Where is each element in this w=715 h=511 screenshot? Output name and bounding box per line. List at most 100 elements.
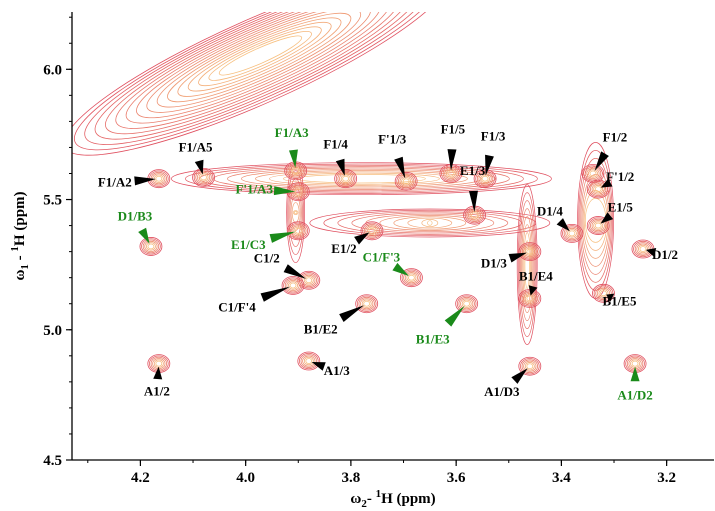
peak-pointer: [335, 158, 345, 176]
peak-contour: [303, 356, 314, 366]
peak-contour: [339, 173, 353, 185]
peak-contour: [565, 227, 579, 239]
peak-pointer: [194, 159, 204, 175]
peak-pointer: [594, 151, 609, 171]
peak-label: F1/A2: [98, 175, 132, 190]
peak-contour: [340, 174, 351, 183]
band-contour: [283, 172, 440, 185]
peak-contour: [394, 171, 418, 191]
peak-contour: [521, 359, 539, 374]
peak-contour: [192, 167, 215, 187]
peak-contour: [471, 212, 478, 219]
peak-contour: [590, 218, 607, 233]
band-contour: [171, 162, 552, 196]
peak-label: F1/2: [603, 129, 628, 144]
peak-contour: [591, 220, 605, 232]
peak-pointer: [260, 286, 291, 302]
x-tick-label: 3.4: [552, 470, 571, 486]
x-tick-label: 4.0: [236, 470, 255, 486]
peak-contour: [631, 360, 639, 367]
diagonal-contour: [72, 12, 450, 156]
diagonal-contour: [105, 12, 411, 135]
peak-contour: [458, 296, 475, 311]
peak-contour: [290, 166, 301, 176]
peak-contour: [366, 226, 377, 235]
peak-pointer: [556, 218, 570, 232]
peak-label: F'1/2: [606, 169, 634, 184]
peak-contour: [401, 177, 412, 186]
peak-contour: [404, 272, 419, 284]
peak-contour: [356, 295, 377, 312]
peak-pointer: [444, 305, 465, 327]
peak-label: C1/F'4: [218, 299, 256, 314]
peak-pointer: [468, 190, 478, 213]
peak-contour: [639, 246, 647, 252]
y-tick-label: 6.0: [43, 62, 62, 78]
peak-label: C1/F'3: [363, 250, 401, 265]
band-contour: [255, 170, 468, 188]
peak-contour: [195, 170, 212, 185]
diagonal-contour: [94, 12, 421, 140]
peak-contour: [634, 242, 652, 256]
band-contour: [213, 166, 510, 192]
peak-contour: [588, 181, 609, 198]
peak-pointer: [600, 178, 613, 188]
peak-contour: [518, 242, 542, 262]
peak-contour: [478, 173, 492, 185]
peak-contour: [334, 169, 358, 189]
band-contour: [241, 168, 482, 189]
peak-contour: [288, 222, 309, 239]
diagonal-contour: [125, 12, 391, 124]
peak-contour: [480, 174, 491, 183]
ridge-contour: [516, 184, 538, 346]
peak-label: B1/E3: [416, 332, 450, 347]
x-tick-label: 3.6: [447, 470, 466, 486]
peak-contour: [305, 358, 313, 364]
peak-contour: [461, 299, 472, 308]
band-contour: [407, 217, 453, 229]
peak-contour: [299, 352, 319, 370]
peak-contour: [406, 273, 417, 282]
peak-contour: [568, 230, 576, 237]
peak-contour: [292, 167, 300, 174]
peak-pointer: [508, 252, 527, 263]
peak-contour: [193, 169, 214, 186]
peak-contour: [524, 362, 535, 371]
peak-contour: [455, 294, 479, 314]
peak-contour: [593, 221, 604, 230]
diagonal-contour: [177, 17, 342, 97]
peak-contour: [593, 184, 604, 194]
peak-label: F1/4: [323, 137, 348, 152]
peak-pointer: [134, 176, 156, 186]
peak-label: F1/A5: [179, 139, 213, 154]
peak-contour: [521, 291, 539, 306]
peak-contour: [360, 221, 384, 241]
peak-contour: [518, 356, 542, 376]
diagonal-contour: [218, 35, 303, 76]
peak-contour: [355, 294, 379, 314]
peak-contour: [402, 178, 410, 185]
peak-label: D1/4: [537, 203, 564, 218]
band-contour: [269, 171, 454, 186]
peak-contour: [368, 227, 376, 234]
peak-label: A1/3: [324, 363, 351, 378]
peak-contour: [283, 277, 303, 294]
ridge-contour: [578, 150, 613, 291]
peak-contour: [595, 286, 612, 301]
peak-contour: [196, 171, 211, 183]
peak-contour: [155, 360, 163, 367]
peak-contour: [288, 281, 299, 290]
ridge-contour: [293, 210, 298, 215]
ridge-contour: [524, 240, 530, 290]
peak-label: D1/B3: [118, 208, 153, 223]
band-contour: [227, 167, 496, 190]
peak-contour: [596, 287, 611, 299]
peak-label: E1/C3: [231, 237, 266, 252]
peak-contour: [147, 243, 155, 250]
ridge-contour: [291, 202, 300, 223]
peak-contour: [591, 183, 605, 195]
ridge-contour: [287, 170, 304, 255]
peak-label: A1/D3: [484, 384, 520, 399]
diagonal-contour: [115, 12, 401, 129]
